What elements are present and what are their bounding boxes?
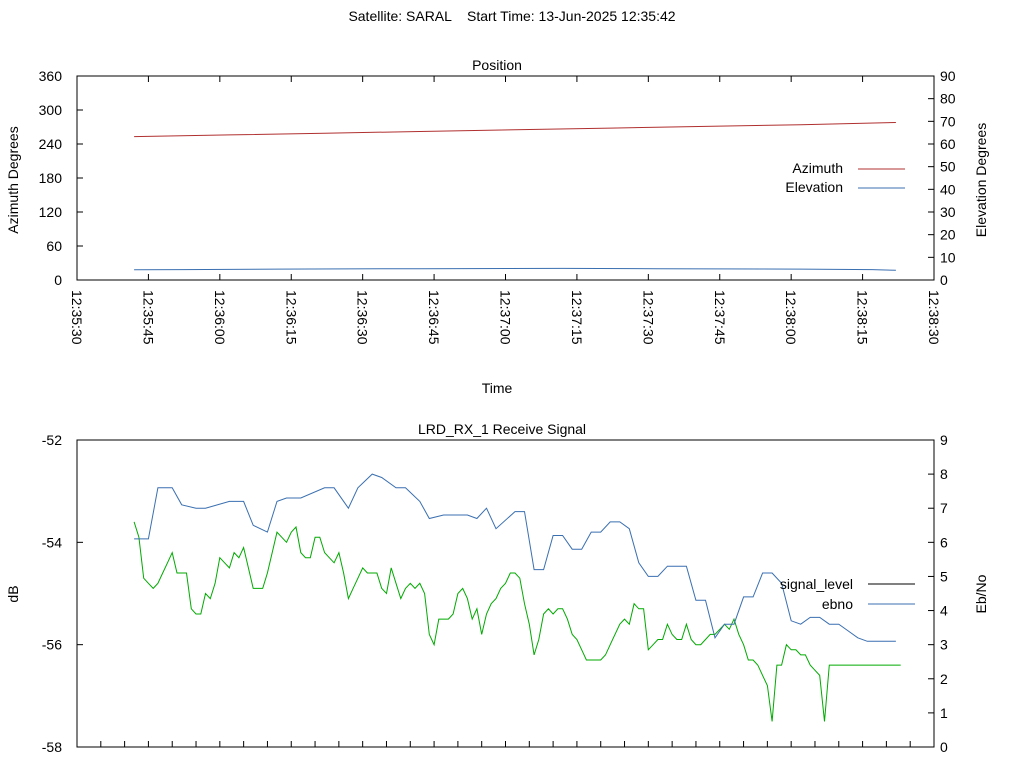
left-tick-label-3: -52 xyxy=(42,432,62,448)
left-tick-label-1: -56 xyxy=(42,637,62,653)
right-tick-label-8: 80 xyxy=(940,91,956,107)
x-tick-label-0: 12:35:30 xyxy=(69,290,85,345)
azimuth-axis-ticks: 0 60 120 180 240 300 360 xyxy=(39,68,83,288)
x-tick-label-2: 12:36:00 xyxy=(212,290,228,345)
x-tick-label-6: 12:37:00 xyxy=(498,290,514,345)
left-tick-label-2: 120 xyxy=(39,204,63,220)
series-line-signal-level xyxy=(133,521,901,722)
x-tick-label-4: 12:36:30 xyxy=(355,290,371,345)
x-tick-label-3: 12:36:15 xyxy=(283,290,299,345)
series-line-elevation xyxy=(134,267,896,271)
left-tick-label-2: -54 xyxy=(42,534,62,550)
left-tick-label-3: 180 xyxy=(39,170,63,186)
right-tick-label-7: 70 xyxy=(940,113,956,129)
x-tick-label-9: 12:37:45 xyxy=(712,290,728,345)
right-tick-label-2: 2 xyxy=(940,671,948,687)
legend-label-signal-level: signal_level xyxy=(780,576,853,592)
right-tick-label-9: 9 xyxy=(940,432,948,448)
position-series xyxy=(134,122,896,271)
time-axis-ticks: 12:35:30 12:35:45 12:36:00 12:36:15 12:36:30… xyxy=(69,76,942,345)
receive-signal-chart-title: LRD_RX_1 Receive Signal xyxy=(418,421,586,437)
x-tick-label-5: 12:36:45 xyxy=(426,290,442,345)
right-tick-label-7: 7 xyxy=(940,500,948,516)
series-line-azimuth xyxy=(134,122,896,138)
right-tick-label-0: 0 xyxy=(940,272,948,288)
position-legend: Azimuth Elevation xyxy=(785,160,905,195)
right-tick-label-2: 20 xyxy=(940,227,956,243)
series-line-ebno xyxy=(134,473,896,642)
x-tick-label-12: 12:38:30 xyxy=(926,290,942,345)
satellite-label: Satellite: SARAL xyxy=(348,8,452,24)
right-tick-label-6: 6 xyxy=(940,534,948,550)
elevation-axis-ticks: 0 10 20 30 40 50 60 70 80 90 xyxy=(928,68,956,288)
db-axis-ticks: -58 -56 -54 -52 xyxy=(42,432,83,755)
right-tick-label-9: 90 xyxy=(940,68,956,84)
left-tick-label-4: 240 xyxy=(39,136,63,152)
right-tick-label-8: 8 xyxy=(940,466,948,482)
left-tick-label-1: 60 xyxy=(46,238,62,254)
position-chart: Position 0 60 120 180 240 300 360 0 10 20 30 40 50 6… xyxy=(5,57,989,396)
legend-label-azimuth: Azimuth xyxy=(792,160,843,176)
receive-legend: signal_level ebno xyxy=(780,576,915,612)
right-tick-label-3: 30 xyxy=(940,204,956,220)
x-tick-label-11: 12:38:15 xyxy=(855,290,871,345)
right-tick-label-6: 60 xyxy=(940,136,956,152)
left-tick-label-6: 360 xyxy=(39,68,63,84)
right-tick-label-5: 5 xyxy=(940,568,948,584)
right-tick-label-5: 50 xyxy=(940,159,956,175)
legend-label-elevation: Elevation xyxy=(785,179,843,195)
x-tick-label-10: 12:38:00 xyxy=(783,290,799,345)
elevation-axis-label: Elevation Degrees xyxy=(973,123,989,237)
start-time-label: Start Time: 13-Jun-2025 12:35:42 xyxy=(466,8,676,24)
azimuth-axis-label: Azimuth Degrees xyxy=(5,126,21,233)
right-tick-label-4: 4 xyxy=(940,603,948,619)
left-tick-label-0: -58 xyxy=(42,739,62,755)
right-tick-label-0: 0 xyxy=(940,739,948,755)
receive-plot-frame xyxy=(76,439,935,748)
receive-series xyxy=(133,473,901,722)
position-plot-frame xyxy=(76,75,935,281)
right-tick-label-3: 3 xyxy=(940,637,948,653)
legend-label-ebno: ebno xyxy=(822,596,853,612)
right-tick-label-1: 1 xyxy=(940,705,948,721)
ebno-axis-ticks: 0 1 2 3 4 5 6 7 8 9 xyxy=(928,432,948,755)
x-tick-label-7: 12:37:15 xyxy=(569,290,585,345)
receive-time-ticks xyxy=(76,741,935,747)
ebno-axis-label: Eb/No xyxy=(973,574,989,613)
db-axis-label: dB xyxy=(5,585,21,602)
position-chart-title: Position xyxy=(472,57,522,73)
x-tick-label-1: 12:35:45 xyxy=(140,290,156,345)
x-tick-label-8: 12:37:30 xyxy=(640,290,656,345)
left-tick-label-5: 300 xyxy=(39,102,63,118)
right-tick-label-4: 40 xyxy=(940,181,956,197)
time-axis-label: Time xyxy=(482,380,513,396)
right-tick-label-1: 10 xyxy=(940,249,956,265)
report-header: Satellite: SARAL Start Time: 13-Jun-2025… xyxy=(0,8,1024,24)
left-tick-label-0: 0 xyxy=(54,272,62,288)
